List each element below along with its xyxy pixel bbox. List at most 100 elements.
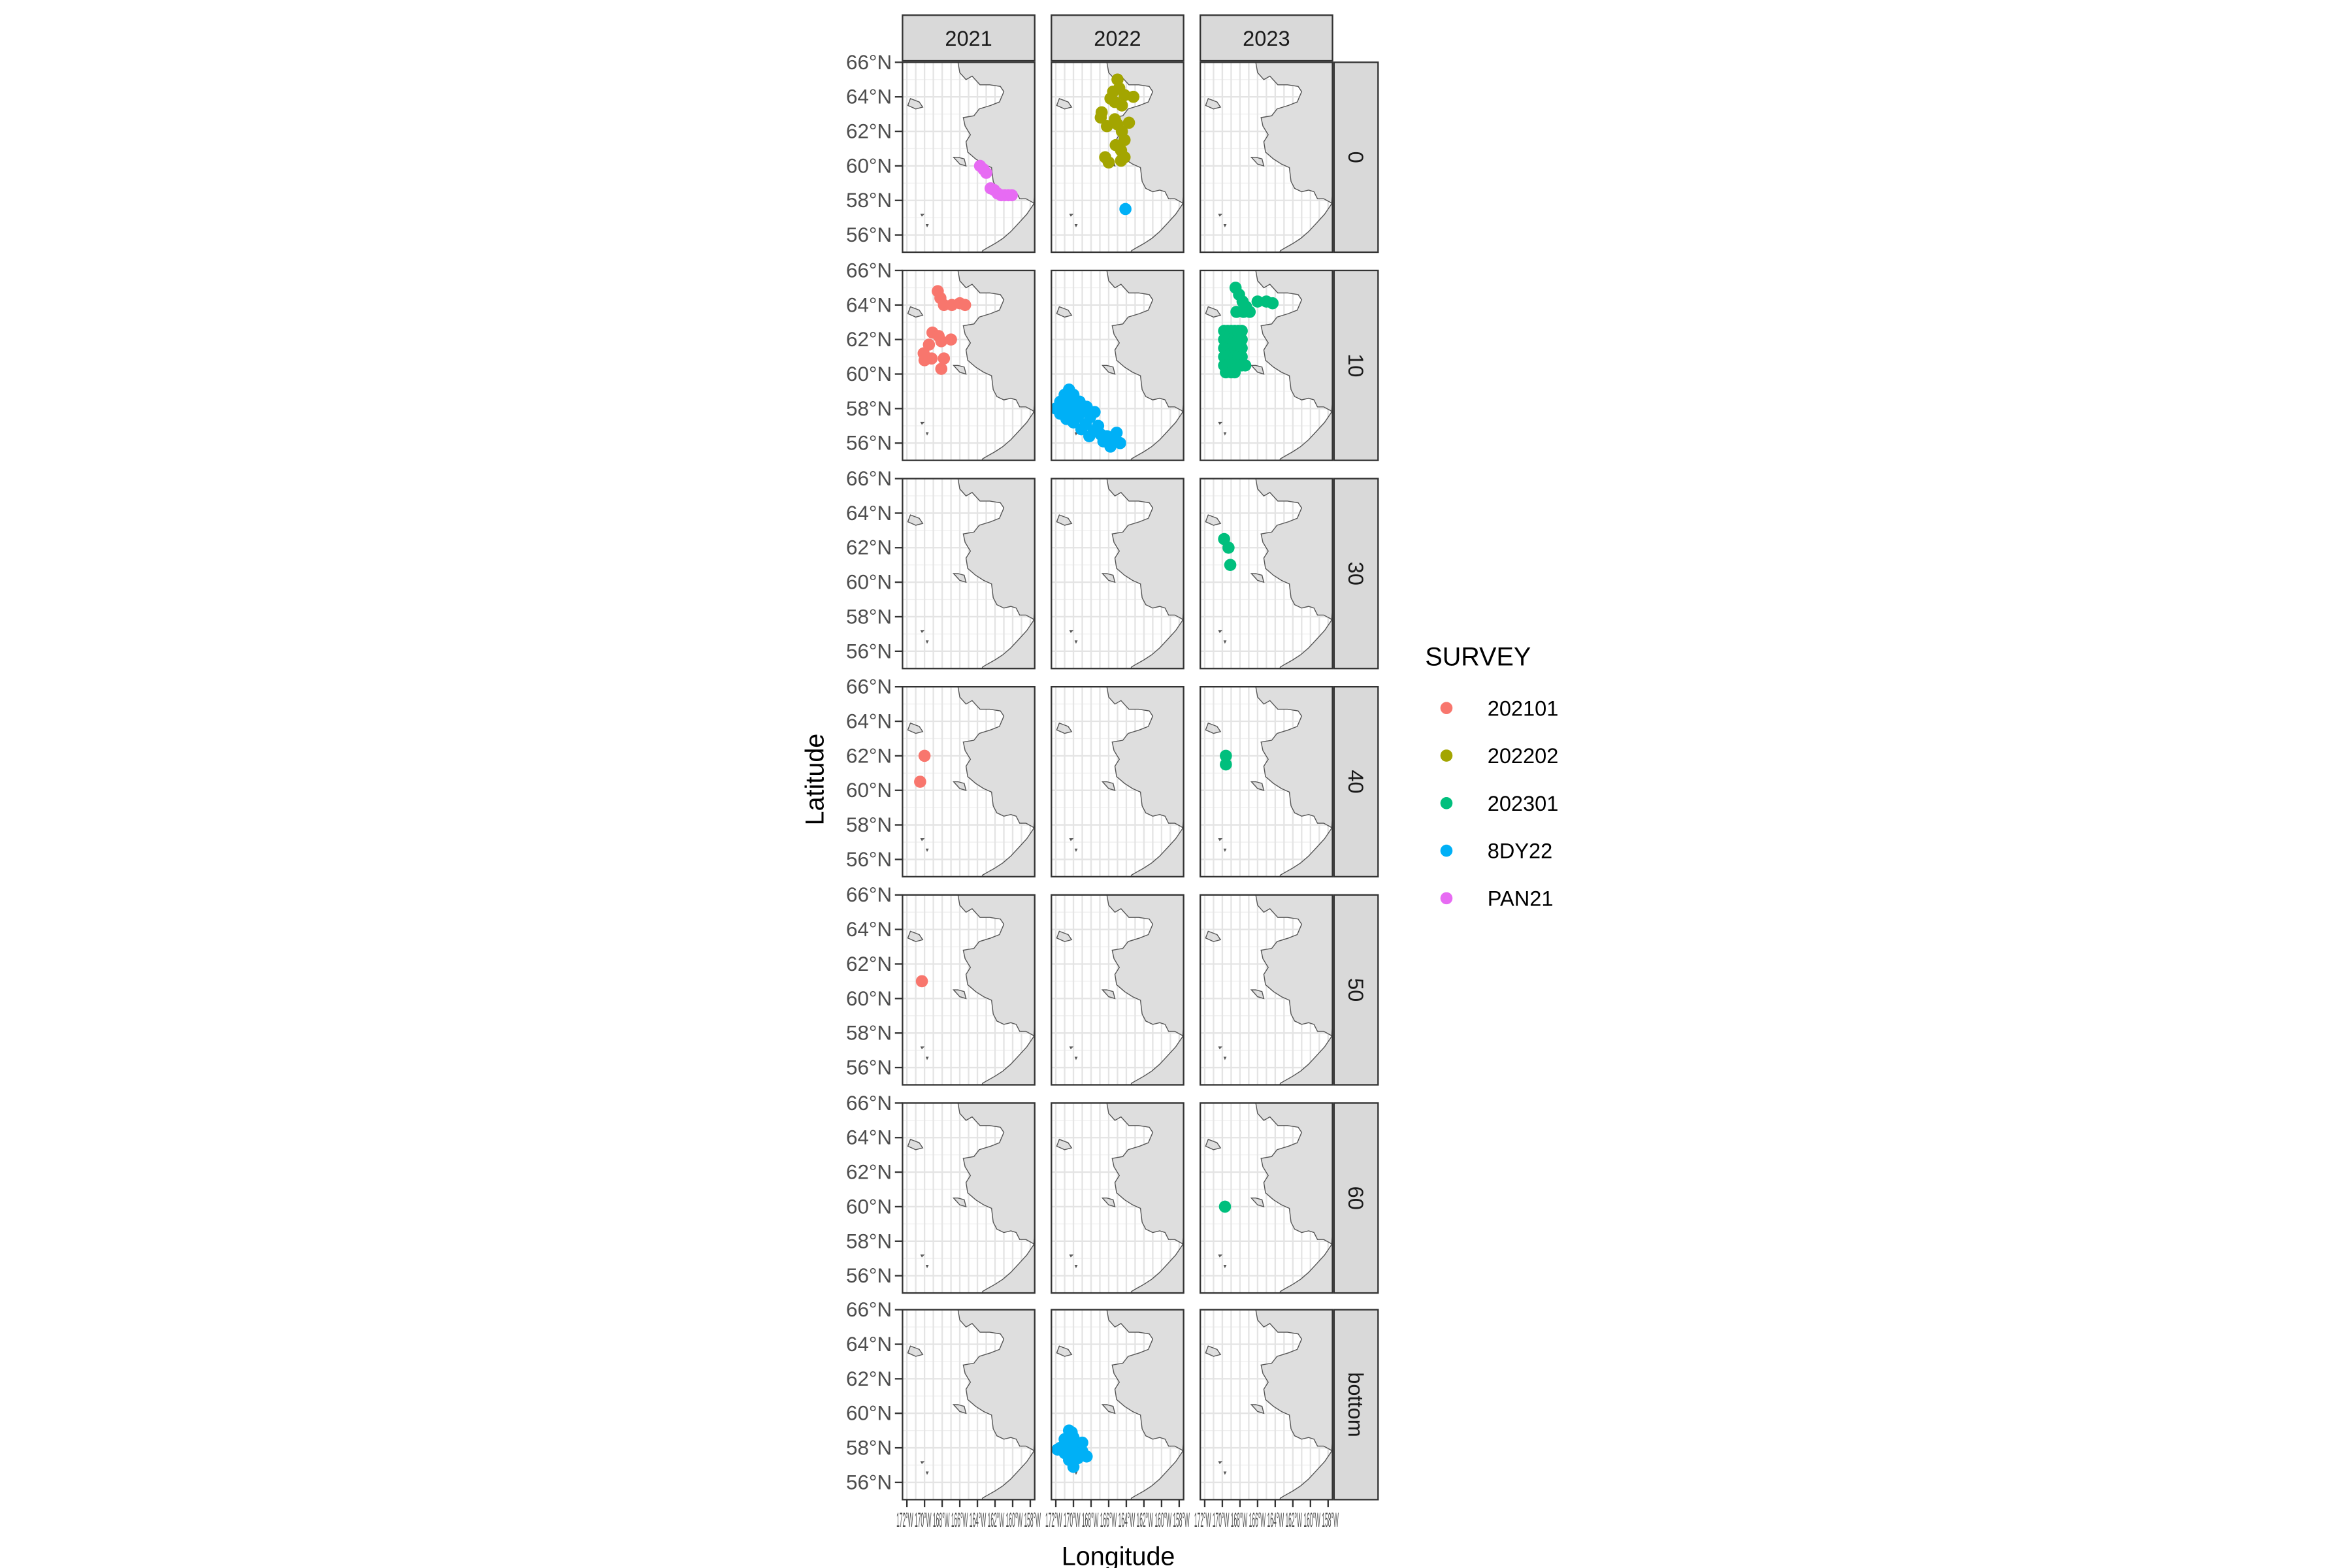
island <box>1101 1404 1116 1414</box>
island <box>1250 989 1265 1000</box>
island <box>1218 1461 1223 1464</box>
panel-border <box>1200 61 1333 253</box>
land-alaska <box>957 687 1035 829</box>
y-tick-label: 66°N <box>846 676 892 698</box>
island <box>920 1254 925 1258</box>
land-peninsula <box>1279 1026 1333 1085</box>
land-alaska <box>1106 687 1184 829</box>
strip-depth-0 <box>1333 61 1379 253</box>
strip-year-2023 <box>1200 14 1333 62</box>
strip-depth-30 <box>1333 478 1379 670</box>
island <box>920 421 925 425</box>
legend-key <box>1440 892 1453 905</box>
strip-depth-label: 30 <box>1344 562 1367 585</box>
land-peninsula <box>981 610 1035 669</box>
y-tick-label: 64°N <box>846 293 892 316</box>
land-alaska <box>1255 1309 1333 1452</box>
map-panel <box>1051 894 1184 1086</box>
land-alaska <box>1255 687 1333 829</box>
point-202202 <box>1122 116 1135 129</box>
land-peninsula <box>1279 193 1333 253</box>
strip-depth-bottom <box>1333 1309 1379 1501</box>
y-tick-label: 60°N <box>846 1402 892 1425</box>
panel-border <box>902 1102 1036 1294</box>
strip-year-2022 <box>1051 14 1184 62</box>
island <box>1205 98 1222 110</box>
point-202202 <box>1094 111 1107 124</box>
island <box>1218 630 1223 633</box>
point-202301 <box>1218 1200 1232 1213</box>
strip-depth-label: 0 <box>1344 152 1367 163</box>
y-tick-label: 64°N <box>846 86 892 108</box>
land-alaska <box>1106 478 1184 621</box>
land-alaska <box>1255 894 1333 1037</box>
island <box>1250 781 1265 791</box>
map-panel <box>1200 686 1333 878</box>
island <box>1056 98 1073 110</box>
y-tick-label: 58°N <box>846 605 892 628</box>
legend-label: 202101 <box>1488 696 1559 720</box>
panel-border <box>902 1309 1036 1501</box>
island <box>1056 514 1073 526</box>
land-alaska <box>957 894 1035 1037</box>
point-202202 <box>1100 120 1113 133</box>
land-alaska <box>1106 894 1184 1037</box>
x-tick-labels: 172°W 170°W 168°W 166°W 164°W 162°W 160°… <box>1045 1509 1190 1531</box>
depth-facet-strips: 0 10 30 40 50 60 bottom <box>1333 61 1379 1501</box>
island <box>1069 214 1074 217</box>
map-panel <box>902 269 1036 461</box>
y-tick-label: 62°N <box>846 120 892 143</box>
land-alaska <box>957 62 1035 204</box>
land-peninsula <box>1130 1026 1184 1085</box>
point-202101 <box>914 776 926 788</box>
y-tick-label: 56°N <box>846 640 892 662</box>
island <box>1218 1046 1223 1050</box>
land-peninsula <box>1130 1441 1184 1500</box>
strip-depth-label: 40 <box>1344 770 1367 793</box>
point-8DY22 <box>1110 427 1123 439</box>
map-panel <box>1200 1102 1333 1294</box>
y-tick-label: 58°N <box>846 1022 892 1045</box>
land-peninsula <box>981 1234 1035 1294</box>
map-panel <box>902 1309 1036 1501</box>
y-tick-label: 64°N <box>846 502 892 525</box>
map-panel <box>902 478 1036 670</box>
land-peninsula <box>1130 1234 1184 1294</box>
land-alaska <box>957 1309 1035 1452</box>
island <box>907 930 924 942</box>
point-202301 <box>1239 359 1252 372</box>
island <box>920 1046 925 1050</box>
island <box>1205 930 1222 942</box>
y-tick-label: 66°N <box>846 1092 892 1115</box>
point-202101 <box>918 749 931 762</box>
point-202101 <box>935 363 948 375</box>
island <box>1074 640 1078 644</box>
panel-border <box>902 61 1036 253</box>
point-8DY22 <box>1088 406 1101 418</box>
island <box>925 432 929 436</box>
land-peninsula <box>1279 1441 1333 1500</box>
strip-depth-label: 50 <box>1344 978 1367 1002</box>
y-tick-label: 66°N <box>846 1298 892 1321</box>
point-202101 <box>935 335 948 348</box>
y-tick-label: 60°N <box>846 571 892 594</box>
point-202101 <box>938 352 951 365</box>
y-tick-label: 58°N <box>846 1230 892 1252</box>
y-tick-label: 62°N <box>846 744 892 767</box>
map-panel <box>902 686 1036 878</box>
island <box>1250 157 1265 167</box>
land-alaska <box>1106 1309 1184 1452</box>
point-8DY22 <box>1067 1460 1080 1473</box>
y-tick-label: 64°N <box>846 1333 892 1356</box>
legend-key <box>1440 844 1453 857</box>
land-alaska <box>957 270 1035 413</box>
land-peninsula <box>1130 401 1184 461</box>
map-panel <box>1051 269 1184 461</box>
y-tick-label: 66°N <box>846 467 892 490</box>
y-tick-label: 56°N <box>846 1056 892 1079</box>
panel-border <box>1051 61 1184 253</box>
island <box>925 640 929 644</box>
island <box>1069 1046 1074 1050</box>
island <box>1218 421 1223 425</box>
